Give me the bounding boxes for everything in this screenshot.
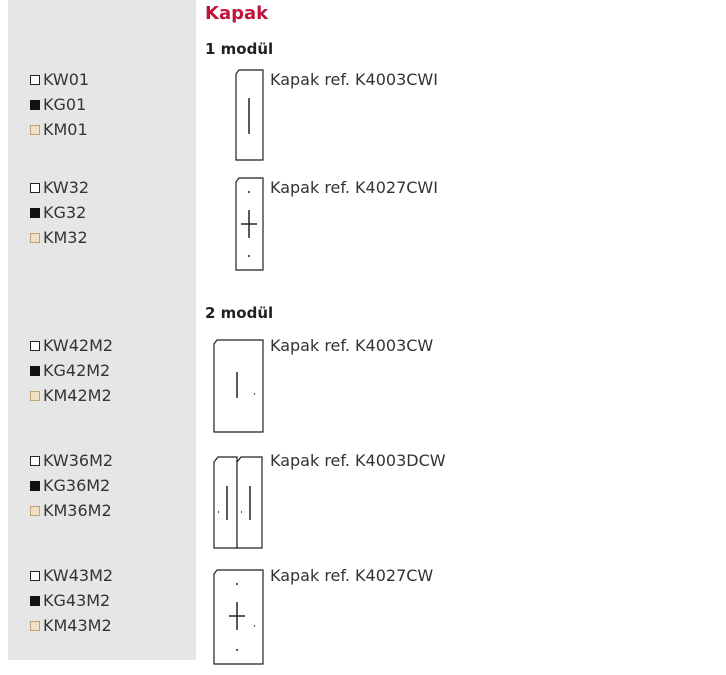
code-row: KG36M2 bbox=[30, 476, 110, 495]
reference: Kapak ref. K4003DCW bbox=[270, 451, 446, 470]
product-code: KM32 bbox=[43, 228, 88, 247]
color-swatch bbox=[30, 365, 40, 376]
plate-icon bbox=[235, 69, 264, 161]
code-row: KG01 bbox=[30, 95, 86, 114]
color-swatch bbox=[30, 124, 40, 135]
section-heading: 2 modül bbox=[205, 304, 274, 322]
color-swatch bbox=[30, 455, 40, 466]
color-swatch bbox=[30, 99, 40, 110]
product-code: KG01 bbox=[43, 95, 87, 114]
plate-icon bbox=[213, 569, 264, 665]
color-swatch bbox=[30, 480, 40, 491]
title: Kapak bbox=[205, 3, 269, 24]
product-code: KM43M2 bbox=[43, 616, 112, 635]
color-swatch bbox=[30, 505, 40, 516]
section-heading: 1 modül bbox=[205, 40, 274, 58]
code-row: KW32 bbox=[30, 178, 89, 197]
product-code: KG36M2 bbox=[43, 476, 111, 495]
plate-icon bbox=[213, 456, 263, 549]
code-row: KG43M2 bbox=[30, 591, 110, 610]
code-row: KM42M2 bbox=[30, 386, 112, 405]
color-swatch bbox=[30, 207, 40, 218]
code-row: KG32 bbox=[30, 203, 86, 222]
code-row: KW36M2 bbox=[30, 451, 113, 470]
reference: Kapak ref. K4003CWI bbox=[270, 70, 438, 89]
color-swatch bbox=[30, 340, 40, 351]
product-code: KW01 bbox=[43, 70, 90, 89]
plate-icon bbox=[235, 177, 264, 271]
product-code: KG43M2 bbox=[43, 591, 111, 610]
product-code: KM01 bbox=[43, 120, 88, 139]
reference: Kapak ref. K4027CWI bbox=[270, 178, 438, 197]
code-row: KW43M2 bbox=[30, 566, 113, 585]
plate-icon bbox=[213, 339, 264, 433]
code-column bbox=[8, 0, 196, 660]
code-row: KM32 bbox=[30, 228, 88, 247]
product-code: KW32 bbox=[43, 178, 90, 197]
color-swatch bbox=[30, 182, 40, 193]
color-swatch bbox=[30, 390, 40, 401]
code-row: KM43M2 bbox=[30, 616, 112, 635]
product-code: KW36M2 bbox=[43, 451, 114, 470]
product-code: KM36M2 bbox=[43, 501, 112, 520]
code-row: KW01 bbox=[30, 70, 89, 89]
reference: Kapak ref. K4003CW bbox=[270, 336, 434, 355]
product-code: KM42M2 bbox=[43, 386, 112, 405]
code-row: KM36M2 bbox=[30, 501, 112, 520]
color-swatch bbox=[30, 232, 40, 243]
code-row: KM01 bbox=[30, 120, 88, 139]
reference: Kapak ref. K4027CW bbox=[270, 566, 434, 585]
color-swatch bbox=[30, 74, 40, 85]
product-code: KG42M2 bbox=[43, 361, 111, 380]
product-code: KG32 bbox=[43, 203, 87, 222]
code-row: KG42M2 bbox=[30, 361, 110, 380]
code-row: KW42M2 bbox=[30, 336, 113, 355]
product-code: KW43M2 bbox=[43, 566, 114, 585]
product-code: KW42M2 bbox=[43, 336, 114, 355]
color-swatch bbox=[30, 620, 40, 631]
color-swatch bbox=[30, 570, 40, 581]
color-swatch bbox=[30, 595, 40, 606]
